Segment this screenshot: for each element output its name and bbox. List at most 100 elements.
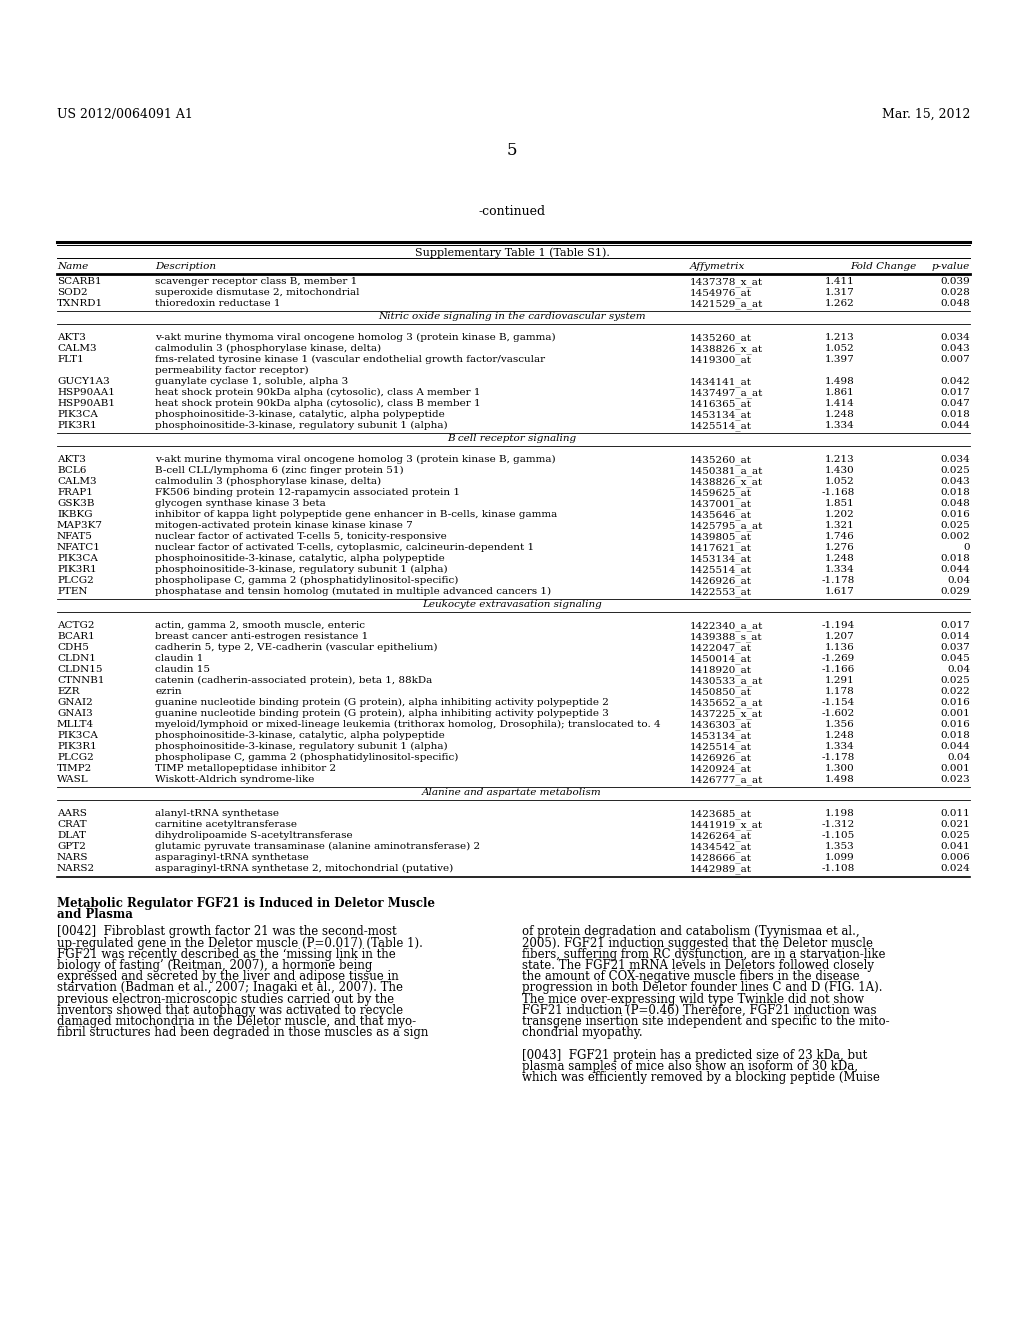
Text: 0.04: 0.04 [947,665,970,675]
Text: 0.025: 0.025 [940,832,970,840]
Text: 0.044: 0.044 [940,421,970,430]
Text: 1417621_at: 1417621_at [690,543,752,553]
Text: expressed and secreted by the liver and adipose tissue in: expressed and secreted by the liver and … [57,970,398,983]
Text: Affymetrix: Affymetrix [690,261,745,271]
Text: 1437497_a_at: 1437497_a_at [690,388,763,397]
Text: 1437001_at: 1437001_at [690,499,752,508]
Text: 0.042: 0.042 [940,378,970,385]
Text: GNAI3: GNAI3 [57,709,93,718]
Text: MLLT4: MLLT4 [57,719,94,729]
Text: 1.430: 1.430 [825,466,855,475]
Text: 1426264_at: 1426264_at [690,832,752,841]
Text: 0.044: 0.044 [940,742,970,751]
Text: 1.411: 1.411 [825,277,855,286]
Text: B-cell CLL/lymphoma 6 (zinc finger protein 51): B-cell CLL/lymphoma 6 (zinc finger prote… [155,466,403,475]
Text: thioredoxin reductase 1: thioredoxin reductase 1 [155,300,281,308]
Text: 1422047_at: 1422047_at [690,643,752,652]
Text: 1434542_at: 1434542_at [690,842,752,851]
Text: 1.276: 1.276 [825,543,855,552]
Text: 1437378_x_at: 1437378_x_at [690,277,763,286]
Text: FGF21 induction (P=0.46) Therefore, FGF21 induction was: FGF21 induction (P=0.46) Therefore, FGF2… [522,1003,877,1016]
Text: 1.213: 1.213 [825,455,855,465]
Text: 1418920_at: 1418920_at [690,665,752,675]
Text: phosphoinositide-3-kinase, catalytic, alpha polypeptide: phosphoinositide-3-kinase, catalytic, al… [155,554,444,564]
Text: 1.414: 1.414 [825,399,855,408]
Text: CALM3: CALM3 [57,345,96,352]
Text: CRAT: CRAT [57,820,87,829]
Text: claudin 15: claudin 15 [155,665,210,675]
Text: scavenger receptor class B, member 1: scavenger receptor class B, member 1 [155,277,357,286]
Text: Wiskott-Aldrich syndrome-like: Wiskott-Aldrich syndrome-like [155,775,314,784]
Text: 1.317: 1.317 [825,288,855,297]
Text: NARS: NARS [57,853,88,862]
Text: -1.312: -1.312 [821,820,855,829]
Text: phospholipase C, gamma 2 (phosphatidylinositol-specific): phospholipase C, gamma 2 (phosphatidylin… [155,752,459,762]
Text: Alanine and aspartate metabolism: Alanine and aspartate metabolism [422,788,602,797]
Text: -1.602: -1.602 [821,709,855,718]
Text: 1.397: 1.397 [825,355,855,364]
Text: 0.039: 0.039 [940,277,970,286]
Text: 1.851: 1.851 [825,499,855,508]
Text: 1.262: 1.262 [825,300,855,308]
Text: 0.048: 0.048 [940,300,970,308]
Text: 1.617: 1.617 [825,587,855,597]
Text: superoxide dismutase 2, mitochondrial: superoxide dismutase 2, mitochondrial [155,288,359,297]
Text: CLDN1: CLDN1 [57,653,96,663]
Text: AKT3: AKT3 [57,455,86,465]
Text: PIK3CA: PIK3CA [57,731,98,741]
Text: plasma samples of mice also show an isoform of 30 kDa,: plasma samples of mice also show an isof… [522,1060,858,1073]
Text: PLCG2: PLCG2 [57,576,94,585]
Text: 1.198: 1.198 [825,809,855,818]
Text: 0.016: 0.016 [940,698,970,708]
Text: 1.099: 1.099 [825,853,855,862]
Text: 0.04: 0.04 [947,752,970,762]
Text: GSK3B: GSK3B [57,499,94,508]
Text: 0.018: 0.018 [940,554,970,564]
Text: 0.014: 0.014 [940,632,970,642]
Text: progression in both Deletor founder lines C and D (FIG. 1A).: progression in both Deletor founder line… [522,981,883,994]
Text: 0.016: 0.016 [940,719,970,729]
Text: 1454976_at: 1454976_at [690,288,752,298]
Text: 0.022: 0.022 [940,686,970,696]
Text: 1.356: 1.356 [825,719,855,729]
Text: AARS: AARS [57,809,87,818]
Text: SCARB1: SCARB1 [57,277,101,286]
Text: 0.023: 0.023 [940,775,970,784]
Text: FLT1: FLT1 [57,355,84,364]
Text: -1.166: -1.166 [821,665,855,675]
Text: FK506 binding protein 12-rapamycin associated protein 1: FK506 binding protein 12-rapamycin assoc… [155,488,460,498]
Text: fibers, suffering from RC dysfunction, are in a starvation-like: fibers, suffering from RC dysfunction, a… [522,948,886,961]
Text: PIK3CA: PIK3CA [57,554,98,564]
Text: phosphoinositide-3-kinase, regulatory subunit 1 (alpha): phosphoinositide-3-kinase, regulatory su… [155,742,447,751]
Text: Leukocyte extravasation signaling: Leukocyte extravasation signaling [422,601,602,609]
Text: 2005). FGF21 induction suggested that the Deletor muscle: 2005). FGF21 induction suggested that th… [522,937,873,949]
Text: previous electron-microscopic studies carried out by the: previous electron-microscopic studies ca… [57,993,394,1006]
Text: CTNNB1: CTNNB1 [57,676,104,685]
Text: 1.746: 1.746 [825,532,855,541]
Text: 1435652_a_at: 1435652_a_at [690,698,763,708]
Text: fibril structures had been degraded in those muscles as a sign: fibril structures had been degraded in t… [57,1026,428,1039]
Text: -1.194: -1.194 [821,620,855,630]
Text: AKT3: AKT3 [57,333,86,342]
Text: cadherin 5, type 2, VE-cadherin (vascular epithelium): cadherin 5, type 2, VE-cadherin (vascula… [155,643,437,652]
Text: PLCG2: PLCG2 [57,752,94,762]
Text: 1416365_at: 1416365_at [690,399,752,409]
Text: phosphoinositide-3-kinase, regulatory subunit 1 (alpha): phosphoinositide-3-kinase, regulatory su… [155,421,447,430]
Text: 1428666_at: 1428666_at [690,853,752,863]
Text: 0.04: 0.04 [947,576,970,585]
Text: 0.043: 0.043 [940,345,970,352]
Text: 1450381_a_at: 1450381_a_at [690,466,763,475]
Text: 0.021: 0.021 [940,820,970,829]
Text: FRAP1: FRAP1 [57,488,93,498]
Text: 1426777_a_at: 1426777_a_at [690,775,763,784]
Text: CLDN15: CLDN15 [57,665,102,675]
Text: 1453134_at: 1453134_at [690,731,752,741]
Text: of protein degradation and catabolism (Tyynismaa et al.,: of protein degradation and catabolism (T… [522,925,859,939]
Text: CALM3: CALM3 [57,477,96,486]
Text: carnitine acetyltransferase: carnitine acetyltransferase [155,820,297,829]
Text: 0.018: 0.018 [940,731,970,741]
Text: ACTG2: ACTG2 [57,620,94,630]
Text: permeability factor receptor): permeability factor receptor) [155,366,308,375]
Text: myeloid/lymphoid or mixed-lineage leukemia (trithorax homolog, Drosophila); tran: myeloid/lymphoid or mixed-lineage leukem… [155,719,660,729]
Text: 0.006: 0.006 [940,853,970,862]
